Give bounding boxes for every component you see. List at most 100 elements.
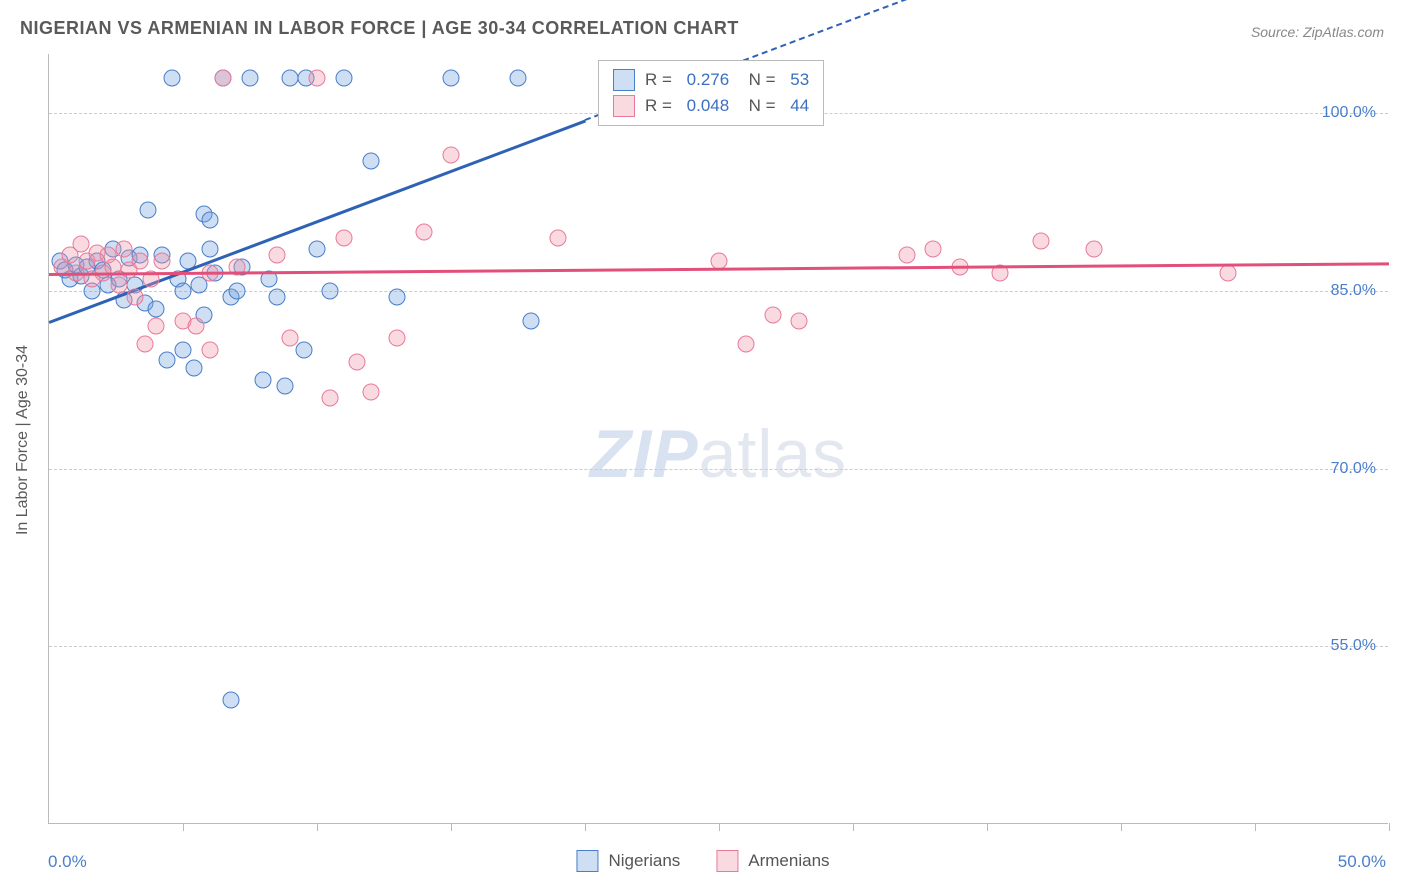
legend-r-value: 0.048 <box>687 96 730 116</box>
scatter-point <box>73 235 90 252</box>
scatter-point <box>362 152 379 169</box>
scatter-point <box>550 229 567 246</box>
scatter-point <box>137 336 154 353</box>
legend-stats-row: R = 0.276 N = 53 <box>613 67 809 93</box>
scatter-point <box>1032 233 1049 250</box>
source-label: Source: ZipAtlas.com <box>1251 24 1384 40</box>
scatter-point <box>132 253 149 270</box>
scatter-point <box>153 253 170 270</box>
legend-swatch <box>716 850 738 872</box>
scatter-point <box>268 288 285 305</box>
gridline <box>49 469 1388 470</box>
legend-n-label: N = <box>739 70 780 90</box>
scatter-point <box>185 359 202 376</box>
scatter-point <box>1220 265 1237 282</box>
chart-title: NIGERIAN VS ARMENIAN IN LABOR FORCE | AG… <box>20 18 739 39</box>
plot-area: ZIPatlas 55.0% 70.0% 85.0% 100.0% R = 0.276 … <box>48 54 1388 824</box>
legend-stats-row: R = 0.048 N = 44 <box>613 93 809 119</box>
legend-label: Armenians <box>748 851 829 871</box>
scatter-point <box>523 312 540 329</box>
watermark-zip: ZIP <box>590 416 699 492</box>
scatter-point <box>309 69 326 86</box>
scatter-point <box>215 69 232 86</box>
scatter-point <box>309 241 326 258</box>
scatter-point <box>335 229 352 246</box>
y-tick-label: 100.0% <box>1322 104 1376 122</box>
scatter-point <box>322 282 339 299</box>
scatter-point <box>416 223 433 240</box>
scatter-point <box>175 342 192 359</box>
legend-label: Nigerians <box>608 851 680 871</box>
x-tick <box>853 823 854 831</box>
legend-r-label: R = <box>645 96 677 116</box>
watermark-atlas: atlas <box>699 416 848 492</box>
x-axis-min-label: 0.0% <box>48 852 87 872</box>
scatter-point <box>389 330 406 347</box>
legend-stats: R = 0.276 N = 53R = 0.048 N = 44 <box>598 60 824 126</box>
x-tick <box>1121 823 1122 831</box>
x-tick <box>987 823 988 831</box>
x-tick <box>1389 823 1390 831</box>
gridline <box>49 646 1388 647</box>
x-tick <box>1255 823 1256 831</box>
scatter-point <box>791 312 808 329</box>
scatter-point <box>201 342 218 359</box>
scatter-point <box>242 69 259 86</box>
scatter-point <box>175 282 192 299</box>
scatter-point <box>764 306 781 323</box>
scatter-point <box>148 300 165 317</box>
x-axis-max-label: 50.0% <box>1338 852 1386 872</box>
scatter-point <box>925 241 942 258</box>
scatter-point <box>898 247 915 264</box>
scatter-point <box>158 351 175 368</box>
legend-r-label: R = <box>645 70 677 90</box>
scatter-point <box>110 277 127 294</box>
x-tick <box>451 823 452 831</box>
scatter-point <box>201 211 218 228</box>
legend-bottom: Nigerians Armenians <box>576 850 829 872</box>
scatter-point <box>116 241 133 258</box>
scatter-point <box>126 288 143 305</box>
x-tick <box>719 823 720 831</box>
scatter-point <box>140 202 157 219</box>
x-tick <box>183 823 184 831</box>
gridline <box>49 291 1388 292</box>
scatter-point <box>255 371 272 388</box>
y-tick-label: 70.0% <box>1331 460 1376 478</box>
x-tick <box>317 823 318 831</box>
scatter-point <box>282 330 299 347</box>
y-tick-label: 55.0% <box>1331 637 1376 655</box>
scatter-point <box>228 282 245 299</box>
scatter-point <box>223 691 240 708</box>
scatter-point <box>737 336 754 353</box>
scatter-point <box>443 69 460 86</box>
legend-swatch <box>613 69 635 91</box>
watermark: ZIPatlas <box>590 415 847 493</box>
legend-swatch <box>576 850 598 872</box>
x-tick <box>585 823 586 831</box>
scatter-point <box>268 247 285 264</box>
legend-item: Nigerians <box>576 850 680 872</box>
scatter-point <box>322 389 339 406</box>
scatter-point <box>335 69 352 86</box>
legend-n-label: N = <box>739 96 780 116</box>
legend-item: Armenians <box>716 850 829 872</box>
y-axis-label: In Labor Force | Age 30-34 <box>14 345 32 535</box>
scatter-point <box>389 288 406 305</box>
scatter-point <box>148 318 165 335</box>
chart-container: NIGERIAN VS ARMENIAN IN LABOR FORCE | AG… <box>0 0 1406 892</box>
scatter-point <box>1086 241 1103 258</box>
scatter-point <box>201 241 218 258</box>
scatter-point <box>164 69 181 86</box>
scatter-point <box>443 146 460 163</box>
scatter-point <box>362 383 379 400</box>
legend-swatch <box>613 95 635 117</box>
scatter-point <box>282 69 299 86</box>
scatter-point <box>276 377 293 394</box>
scatter-point <box>295 342 312 359</box>
scatter-point <box>349 354 366 371</box>
legend-n-value: 44 <box>790 96 809 116</box>
y-tick-label: 85.0% <box>1331 282 1376 300</box>
scatter-point <box>510 69 527 86</box>
legend-r-value: 0.276 <box>687 70 730 90</box>
